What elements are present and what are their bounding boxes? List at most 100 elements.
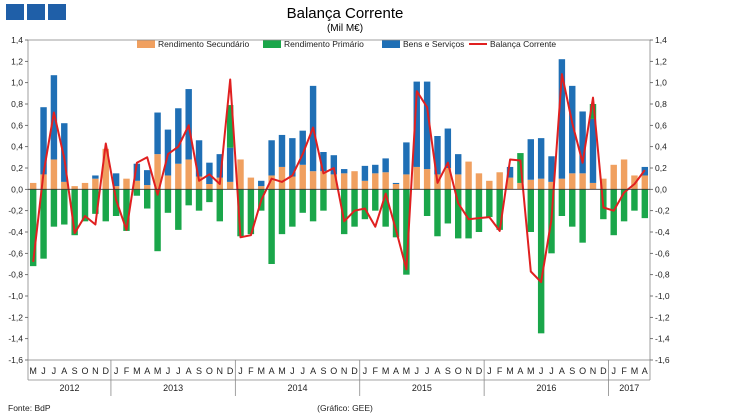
- month-label: M: [278, 366, 286, 376]
- bar-rendimento-secundário: [330, 174, 338, 190]
- month-label: J: [549, 366, 554, 376]
- bar-rendimento-secundário: [527, 179, 534, 190]
- bar-rendimento-secundário: [392, 184, 400, 190]
- bar-rendimento-secundário: [465, 161, 472, 190]
- month-label: M: [506, 366, 514, 376]
- bar-rendimento-primário: [537, 189, 545, 334]
- bar-rendimento-primário: [278, 189, 286, 235]
- month-label: D: [600, 366, 607, 376]
- bar-rendimento-primário: [206, 189, 213, 203]
- month-label: N: [341, 366, 348, 376]
- bar-rendimento-primário: [475, 189, 483, 232]
- bar-rendimento-primário: [641, 189, 649, 219]
- bar-rendimento-primário: [50, 189, 58, 227]
- bar-rendimento-secundário: [320, 171, 327, 190]
- bar-rendimento-secundário: [382, 172, 389, 190]
- bar-rendimento-secundário: [226, 181, 234, 190]
- bar-bens-e-serviços: [226, 147, 234, 182]
- y-tick-label-left: -0,8: [8, 270, 23, 280]
- month-label: M: [29, 366, 37, 376]
- month-label: S: [320, 366, 326, 376]
- legend-swatch: [382, 40, 400, 48]
- bar-rendimento-secundário: [164, 175, 172, 190]
- legend-label: Bens e Serviços: [403, 39, 464, 49]
- bar-bens-e-serviços: [589, 118, 597, 183]
- bar-rendimento-primário: [123, 189, 130, 231]
- bar-bens-e-serviços: [144, 170, 151, 186]
- bar-bens-e-serviços: [40, 107, 47, 175]
- bar-rendimento-primário: [144, 189, 151, 209]
- bar-rendimento-secundário: [506, 177, 514, 190]
- month-label: J: [300, 366, 305, 376]
- bar-rendimento-secundário: [537, 178, 545, 190]
- bar-bens-e-serviços: [92, 175, 99, 179]
- bar-rendimento-secundário: [403, 174, 410, 190]
- source-note: Fonte: BdP: [8, 403, 51, 413]
- bar-rendimento-primário: [164, 189, 172, 213]
- bar-rendimento-primário: [133, 189, 141, 196]
- month-label: S: [72, 366, 78, 376]
- month-label: M: [631, 366, 639, 376]
- y-tick-label-left: 0,8: [11, 99, 23, 109]
- bar-rendimento-primário: [40, 189, 47, 259]
- month-label: F: [497, 366, 503, 376]
- year-label: 2013: [163, 383, 183, 393]
- month-label: M: [133, 366, 141, 376]
- legend: Rendimento Secundário Rendimento Primário…: [137, 39, 556, 49]
- bar-rendimento-primário: [579, 189, 586, 243]
- month-label: A: [186, 366, 192, 376]
- y-tick-label-left: -0,2: [8, 206, 23, 216]
- bar-bens-e-serviços: [558, 59, 566, 179]
- y-tick-label-right: -1,6: [655, 355, 670, 365]
- bar-bens-e-serviços: [206, 162, 213, 184]
- bar-rendimento-primário: [268, 189, 275, 264]
- bar-rendimento-secundário: [258, 186, 265, 190]
- bar-bens-e-serviços: [133, 163, 141, 181]
- month-label: J: [363, 366, 368, 376]
- bar-rendimento-primário: [247, 189, 255, 235]
- bar-rendimento-secundário: [361, 180, 369, 190]
- bar-rendimento-primário: [444, 189, 452, 224]
- bar-rendimento-secundário: [123, 178, 130, 190]
- bar-rendimento-secundário: [548, 181, 555, 190]
- month-label: F: [124, 366, 130, 376]
- bar-rendimento-secundário: [413, 166, 420, 190]
- month-label: J: [487, 366, 492, 376]
- bar-bens-e-serviços: [330, 155, 338, 175]
- bar-bens-e-serviços: [320, 152, 327, 172]
- y-tick-label-left: 1,4: [11, 35, 23, 45]
- month-label: A: [144, 366, 150, 376]
- bar-rendimento-primário: [340, 189, 348, 235]
- month-label: A: [434, 366, 440, 376]
- bar-bens-e-serviços: [258, 180, 265, 187]
- month-label: O: [82, 366, 89, 376]
- bar-rendimento-secundário: [351, 171, 358, 190]
- bar-rendimento-primário: [455, 189, 462, 239]
- bar-rendimento-secundário: [589, 182, 597, 190]
- y-tick-label-left: 0,0: [11, 184, 23, 194]
- y-tick-label-right: -1,4: [655, 334, 670, 344]
- bar-rendimento-secundário: [340, 173, 348, 190]
- y-tick-label-right: -0,6: [655, 248, 670, 258]
- bar-bens-e-serviços: [185, 89, 192, 160]
- bar-rendimento-secundário: [455, 174, 462, 190]
- bar-rendimento-primário: [403, 189, 410, 275]
- bar-bens-e-serviços: [569, 85, 576, 174]
- month-label: A: [269, 366, 275, 376]
- month-label: M: [258, 366, 266, 376]
- month-label: A: [310, 366, 316, 376]
- bar-rendimento-secundário: [268, 175, 275, 190]
- bar-rendimento-secundário: [517, 182, 524, 190]
- bar-rendimento-primário: [195, 189, 203, 211]
- bar-bens-e-serviços: [423, 81, 431, 170]
- bar-rendimento-secundário: [423, 169, 431, 190]
- month-label: F: [621, 366, 627, 376]
- month-label: S: [569, 366, 575, 376]
- bar-rendimento-secundário: [278, 166, 286, 190]
- y-tick-label-left: -1,2: [8, 312, 23, 322]
- bar-rendimento-primário: [29, 189, 37, 267]
- bar-rendimento-secundário: [600, 178, 607, 190]
- bar-rendimento-primário: [589, 104, 597, 119]
- bar-rendimento-primário: [237, 189, 244, 237]
